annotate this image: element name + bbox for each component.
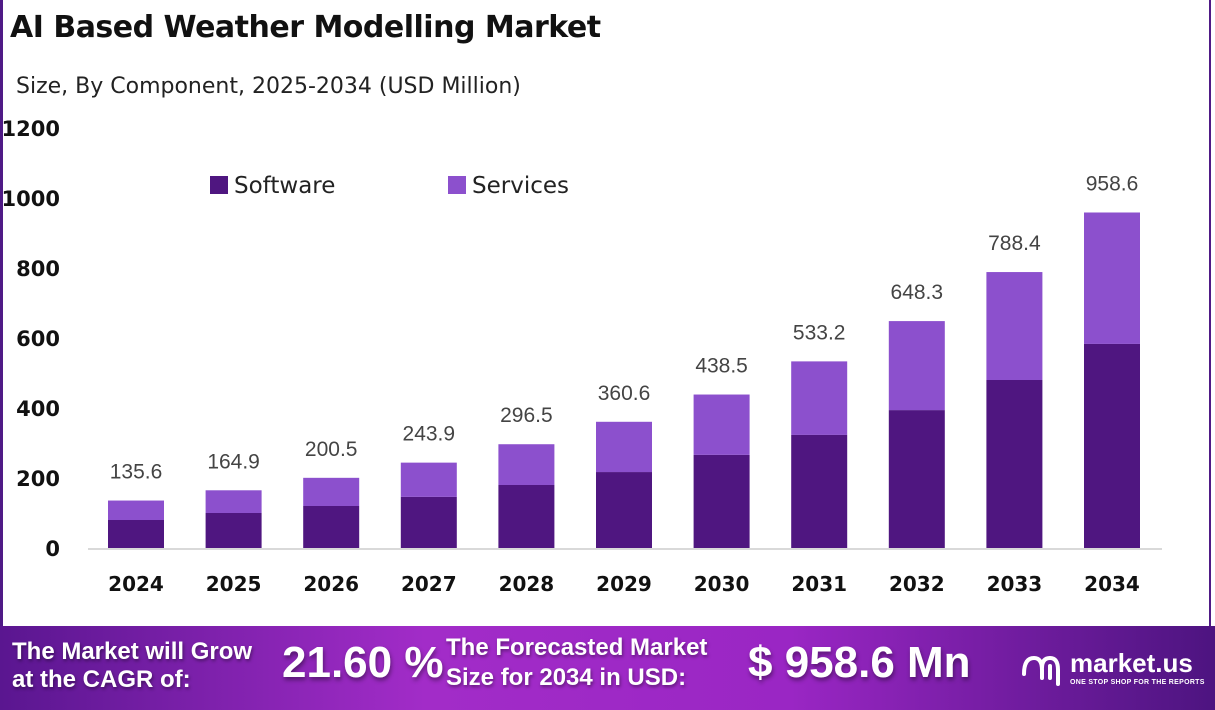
bar-software-2025 (205, 513, 262, 548)
x-tick-label: 2030 (694, 572, 750, 596)
logo-name: market.us (1070, 648, 1193, 678)
bar-software-2032 (888, 410, 945, 548)
total-data-label: 164.9 (207, 450, 260, 473)
y-tick-label: 200 (16, 467, 60, 491)
chart-frame (0, 0, 1211, 660)
bar-software-2024 (108, 520, 164, 548)
total-data-label: 648.3 (891, 281, 944, 304)
logo-tagline: ONE STOP SHOP FOR THE REPORTS (1070, 679, 1205, 686)
x-tick-label: 2034 (1084, 572, 1140, 596)
bar-services-2032 (888, 321, 945, 411)
cagr-value: 21.60 % (282, 638, 444, 687)
forecast-label-line2: Size for 2034 in USD: (446, 664, 687, 691)
x-tick-label: 2028 (499, 572, 555, 596)
x-tick-label: 2029 (596, 572, 652, 596)
x-tick-label: 2033 (987, 572, 1043, 596)
bar-software-2034 (1084, 343, 1140, 548)
bar-software-2031 (791, 434, 848, 548)
legend-swatch-software (210, 176, 228, 194)
cagr-label-line1: The Market will Grow (12, 638, 253, 665)
footer-banner: The Market will Grow at the CAGR of: 21.… (0, 626, 1215, 710)
x-tick-label: 2031 (791, 572, 847, 596)
total-data-label: 438.5 (695, 355, 748, 378)
total-data-label: 243.9 (403, 423, 456, 446)
bar-software-2026 (303, 506, 360, 548)
stacked-bar-chart: 0 200 400 600 800 1000 1200 135.6 2024 164.9 2025 2… (2, 117, 1162, 596)
bar-software-2029 (596, 472, 652, 548)
x-tick-label: 2027 (401, 572, 457, 596)
bar-services-2025 (205, 490, 262, 513)
total-data-label: 135.6 (110, 461, 163, 484)
chart-title: AI Based Weather Modelling Market (10, 10, 601, 45)
legend-swatch-services (448, 176, 466, 194)
bar-services-2027 (400, 462, 457, 497)
bar-services-2024 (108, 500, 164, 520)
x-tick-label: 2026 (303, 572, 359, 596)
bar-services-2034 (1084, 212, 1140, 344)
chart-subtitle: Size, By Component, 2025-2034 (USD Milli… (16, 74, 521, 99)
x-tick-label: 2024 (108, 572, 164, 596)
y-tick-label: 400 (16, 397, 60, 421)
total-data-label: 533.2 (793, 321, 846, 344)
total-data-label: 360.6 (598, 382, 651, 405)
bar-software-2028 (498, 485, 555, 548)
bar-services-2033 (986, 272, 1043, 380)
bar-services-2031 (791, 361, 848, 435)
y-tick-label: 600 (16, 327, 60, 351)
legend-label-software: Software (234, 173, 335, 199)
bar-services-2030 (693, 394, 750, 455)
y-tick-label: 1000 (2, 187, 60, 211)
y-tick-label: 800 (16, 257, 60, 281)
market-us-logo-icon (1022, 655, 1060, 686)
total-data-label: 958.6 (1086, 172, 1139, 195)
total-data-label: 788.4 (988, 232, 1041, 255)
bar-services-2029 (596, 421, 652, 473)
forecast-value: $ 958.6 Mn (748, 638, 971, 687)
legend-label-services: Services (472, 173, 569, 199)
bar-services-2028 (498, 444, 555, 485)
y-tick-label: 0 (45, 537, 60, 561)
total-data-label: 296.5 (500, 404, 553, 427)
y-tick-label: 1200 (2, 117, 60, 141)
bar-software-2033 (986, 380, 1043, 548)
bar-software-2027 (400, 496, 457, 548)
x-tick-label: 2025 (206, 572, 262, 596)
bar-services-2026 (303, 477, 360, 506)
bar-software-2030 (693, 454, 750, 548)
cagr-label-line2: at the CAGR of: (12, 666, 191, 693)
total-data-label: 200.5 (305, 438, 358, 461)
forecast-label-line1: The Forecasted Market (446, 634, 708, 661)
x-tick-label: 2032 (889, 572, 945, 596)
